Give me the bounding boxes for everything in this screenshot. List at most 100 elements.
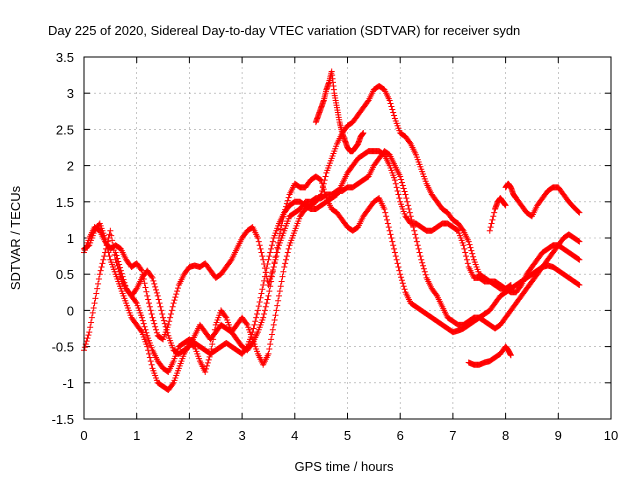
data-point-interp [141, 280, 148, 287]
data-point-interp [262, 269, 269, 276]
data-point-interp [282, 260, 289, 267]
data-point-interp [398, 277, 405, 284]
data-point-interp [172, 294, 179, 301]
data-point-interp [98, 263, 105, 270]
data-point [507, 282, 514, 289]
data-point-interp [157, 303, 164, 310]
data-point-interp [168, 307, 175, 314]
data-point-interp [269, 326, 276, 333]
data-point-interp [122, 282, 129, 289]
y-tick-label: 0.5 [56, 267, 74, 282]
series-arc-6 [502, 180, 583, 220]
data-points [81, 68, 583, 394]
data-point-interp [101, 253, 108, 260]
data-point-interp [284, 197, 291, 204]
data-point [576, 282, 583, 289]
data-point-interp [404, 198, 411, 205]
data-point-interp [268, 273, 275, 280]
y-tick-label: -0.5 [52, 340, 74, 355]
data-point [576, 238, 583, 245]
data-point-interp [261, 277, 268, 284]
data-point-interp [268, 242, 275, 249]
y-tick-label: -1 [62, 376, 74, 391]
data-point-interp [384, 220, 391, 227]
data-point-interp [266, 253, 273, 260]
data-point-interp [459, 226, 466, 233]
axis-ticks [83, 56, 612, 420]
data-point-interp [85, 242, 92, 249]
data-point-interp [119, 273, 126, 280]
data-point-interp [273, 253, 280, 260]
data-point-interp [222, 313, 229, 320]
data-point-interp [153, 289, 160, 296]
data-point-interp [256, 298, 263, 305]
data-point-interp [420, 265, 427, 272]
data-point-interp [251, 321, 258, 328]
data-point-interp [414, 242, 421, 249]
data-point [413, 235, 420, 241]
data-point-interp [277, 226, 284, 233]
data-point-interp [104, 245, 111, 252]
data-point [170, 300, 177, 307]
data-point [407, 213, 414, 220]
data-point-interp [389, 106, 396, 113]
data-point-interp [102, 238, 109, 245]
data-point-interp [109, 237, 116, 244]
data-point-interp [206, 353, 213, 360]
x-tick-label: 6 [397, 428, 404, 443]
data-point [91, 300, 98, 307]
data-point [112, 249, 119, 256]
data-point-interp [401, 286, 408, 293]
data-point [260, 256, 267, 263]
data-point-interp [506, 282, 513, 289]
x-tick-label: 3 [238, 428, 245, 443]
data-point-interp [227, 257, 234, 264]
data-point-interp [383, 213, 390, 220]
data-point [270, 263, 277, 270]
data-point-interp [143, 329, 150, 336]
data-point-interp [205, 356, 212, 363]
data-point-interp [132, 298, 139, 305]
data-point-interp [317, 192, 324, 199]
data-point-interp [108, 232, 115, 239]
data-point [254, 307, 261, 314]
plot-border [83, 56, 612, 420]
data-point-interp [396, 267, 403, 274]
data-point-interp [141, 323, 148, 330]
data-point-interp [100, 256, 107, 263]
x-tick-label: 1 [133, 428, 140, 443]
data-point-interp [257, 294, 264, 301]
data-point-interp [390, 109, 397, 116]
data-point-interp [147, 307, 154, 314]
data-point-interp [415, 245, 422, 252]
data-point-interp [406, 209, 413, 216]
data-point [144, 292, 151, 299]
data-point-interp [258, 249, 265, 256]
data-point-interp [264, 296, 271, 303]
data-point [160, 314, 167, 321]
data-point-interp [148, 311, 155, 318]
tick-labels: 0 1 2 3 4 5 6 7 8 9 10 -1.5 -1 -0.5 0 0.5 1 1.5 2 2.5 3 3.5 [52, 50, 619, 443]
data-point-interp [97, 267, 104, 274]
data-point [117, 267, 124, 274]
x-tick-label: 10 [604, 428, 618, 443]
data-point-interp [413, 238, 420, 245]
data-point-interp [400, 185, 407, 192]
data-point-interp [148, 361, 155, 368]
data-point-interp [280, 268, 287, 275]
data-point-interp [389, 238, 396, 245]
data-point [281, 263, 288, 270]
data-point-interp [167, 314, 174, 321]
data-point-interp [388, 235, 395, 241]
data-point-interp [575, 281, 582, 288]
data-point-interp [142, 284, 149, 291]
data-point [391, 249, 398, 256]
data-point-interp [395, 191, 402, 198]
data-point-interp [394, 187, 401, 194]
data-point-interp [87, 324, 94, 331]
data-point-interp [575, 238, 582, 245]
data-point-interp [259, 286, 266, 293]
data-point-interp [92, 295, 99, 302]
data-point-interp [84, 335, 91, 342]
data-point-interp [89, 309, 96, 316]
